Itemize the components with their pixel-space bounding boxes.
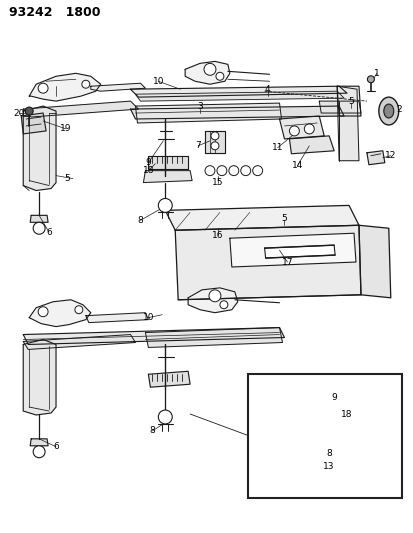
Circle shape	[204, 166, 214, 175]
Circle shape	[216, 166, 226, 175]
Polygon shape	[264, 245, 335, 258]
Text: 6: 6	[46, 228, 52, 237]
Text: 11: 11	[271, 143, 282, 152]
Text: 9: 9	[330, 393, 336, 402]
Text: 17: 17	[281, 257, 292, 266]
Polygon shape	[130, 86, 346, 97]
Circle shape	[25, 107, 33, 115]
Polygon shape	[204, 131, 224, 153]
Polygon shape	[30, 439, 48, 446]
Circle shape	[289, 126, 299, 136]
Circle shape	[209, 290, 221, 302]
Polygon shape	[188, 288, 237, 313]
Ellipse shape	[378, 97, 398, 125]
Polygon shape	[29, 74, 100, 101]
Polygon shape	[145, 328, 282, 348]
Polygon shape	[21, 113, 46, 134]
Circle shape	[158, 410, 172, 424]
Text: 18: 18	[142, 166, 154, 175]
Polygon shape	[135, 103, 281, 123]
Text: 7: 7	[195, 141, 200, 150]
Circle shape	[216, 72, 223, 80]
Text: 6: 6	[53, 442, 59, 451]
Polygon shape	[358, 225, 390, 298]
Circle shape	[158, 198, 172, 212]
Circle shape	[228, 166, 238, 175]
Text: 16: 16	[212, 231, 223, 240]
Polygon shape	[318, 101, 360, 113]
Text: 4: 4	[264, 85, 270, 94]
Circle shape	[304, 124, 313, 134]
Polygon shape	[23, 106, 56, 190]
Text: 1: 1	[373, 69, 379, 78]
Text: 19: 19	[60, 124, 71, 133]
Text: 93242   1800: 93242 1800	[9, 6, 101, 19]
Polygon shape	[30, 215, 48, 222]
Polygon shape	[148, 156, 188, 168]
Circle shape	[211, 142, 218, 150]
Polygon shape	[175, 225, 360, 300]
Text: 8: 8	[325, 449, 331, 458]
Polygon shape	[130, 106, 343, 119]
Text: 5: 5	[347, 96, 353, 106]
Circle shape	[252, 166, 262, 175]
Polygon shape	[143, 171, 192, 183]
Polygon shape	[229, 233, 355, 267]
Text: 5: 5	[64, 174, 70, 183]
Circle shape	[82, 80, 90, 88]
Circle shape	[219, 301, 227, 309]
Text: 9: 9	[145, 158, 151, 167]
Text: 12: 12	[384, 151, 396, 160]
Text: 18: 18	[340, 409, 352, 418]
Text: 5: 5	[281, 214, 287, 223]
Polygon shape	[336, 86, 358, 161]
Text: 20: 20	[14, 109, 25, 118]
Circle shape	[33, 446, 45, 458]
Text: 8: 8	[149, 426, 155, 435]
Circle shape	[311, 472, 321, 481]
Text: 10: 10	[142, 313, 154, 322]
Text: 3: 3	[197, 102, 202, 110]
Polygon shape	[29, 300, 90, 327]
Polygon shape	[23, 101, 138, 117]
Polygon shape	[366, 151, 384, 165]
Polygon shape	[135, 91, 343, 101]
Circle shape	[38, 83, 48, 93]
Polygon shape	[287, 437, 348, 447]
Circle shape	[204, 63, 216, 75]
Polygon shape	[85, 313, 148, 322]
Ellipse shape	[383, 104, 393, 118]
Circle shape	[211, 132, 218, 140]
Polygon shape	[90, 83, 145, 91]
Polygon shape	[23, 328, 284, 344]
Polygon shape	[336, 86, 360, 116]
Circle shape	[240, 166, 250, 175]
Text: 14: 14	[291, 161, 302, 170]
Polygon shape	[23, 335, 135, 350]
Circle shape	[366, 76, 373, 83]
Text: 2: 2	[395, 104, 401, 114]
Polygon shape	[185, 61, 229, 84]
Polygon shape	[148, 372, 190, 387]
Polygon shape	[165, 205, 358, 230]
Text: 10: 10	[152, 77, 164, 86]
Circle shape	[38, 306, 48, 317]
Circle shape	[75, 306, 83, 314]
Polygon shape	[279, 116, 323, 139]
Polygon shape	[23, 340, 56, 415]
Bar	[247, 374, 401, 498]
Circle shape	[33, 222, 45, 234]
Text: 13: 13	[323, 462, 334, 471]
Text: 15: 15	[212, 178, 223, 187]
Polygon shape	[289, 136, 333, 154]
Text: 8: 8	[137, 216, 143, 225]
